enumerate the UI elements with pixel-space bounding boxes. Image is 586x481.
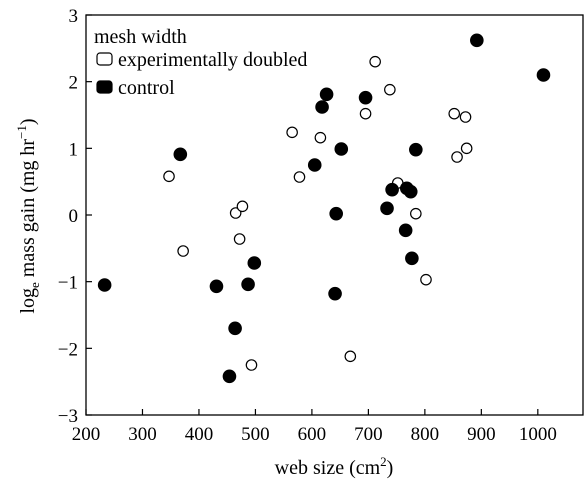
control-point-5 xyxy=(241,277,255,292)
control-point-9 xyxy=(319,87,334,102)
y-axis-label-end: ) xyxy=(17,118,39,125)
control-point-21 xyxy=(470,33,484,48)
y-tick-label: 3 xyxy=(69,6,79,27)
y-axis-label-sup: −1 xyxy=(14,125,29,139)
control-point-1 xyxy=(173,147,188,162)
y-tick-label: −2 xyxy=(58,339,78,360)
x-axis-label-main: web size (cm xyxy=(275,457,381,479)
experimentally-doubled-point-5 xyxy=(245,359,258,371)
experimentally-doubled-point-11 xyxy=(369,55,381,68)
experimentally-doubled-point-12 xyxy=(384,83,396,96)
y-tick-label: −3 xyxy=(58,406,78,427)
legend-label-control: control xyxy=(118,77,175,99)
experimentally-doubled-point-6 xyxy=(286,126,298,139)
x-tick-label: 600 xyxy=(298,424,327,445)
control-point-15 xyxy=(385,182,399,197)
axis-ticks: 200 300 400 500 600 700 800 900 1000 −3 −2 −1 0 1 2 3 xyxy=(58,6,557,445)
experimentally-doubled-point-9 xyxy=(344,350,357,363)
x-tick-label: 200 xyxy=(72,424,101,445)
x-axis-label-sup: 2 xyxy=(380,454,387,469)
y-axis-label-sub: e xyxy=(27,282,42,288)
y-axis-label: loge mass gain (mg hr−1) xyxy=(14,118,42,313)
control-point-8 xyxy=(315,100,329,114)
x-tick-label: 1000 xyxy=(519,424,557,445)
experimentally-doubled-point-15 xyxy=(420,273,432,286)
experimentally-doubled-point-4 xyxy=(236,200,249,213)
control-point-18 xyxy=(403,184,418,199)
x-tick-label: 700 xyxy=(354,424,383,445)
control-point-3 xyxy=(222,369,237,384)
control-point-13 xyxy=(358,90,373,105)
experimentally-doubled-point-17 xyxy=(451,151,463,163)
y-tick-label: −1 xyxy=(58,273,78,294)
legend: mesh width experimentally doubled contro… xyxy=(94,26,307,99)
control-point-14 xyxy=(380,201,394,216)
control-point-7 xyxy=(307,158,322,172)
x-tick-label: 400 xyxy=(185,424,214,445)
control-point-2 xyxy=(209,279,224,294)
experimentally-doubled-point-14 xyxy=(410,207,422,220)
legend-marker-experimentally-doubled xyxy=(96,52,113,66)
experimentally-doubled-point-7 xyxy=(293,171,306,183)
data-points xyxy=(97,33,551,384)
experimentally-doubled-point-10 xyxy=(359,107,372,120)
control-point-0 xyxy=(97,278,112,292)
experimentally-doubled-point-3 xyxy=(233,233,246,245)
control-point-4 xyxy=(228,321,242,336)
control-point-20 xyxy=(409,142,423,157)
control-point-16 xyxy=(398,223,413,238)
experimentally-doubled-point-1 xyxy=(177,245,189,257)
x-tick-label: 800 xyxy=(411,424,440,445)
experimentally-doubled-point-8 xyxy=(314,131,327,144)
x-axis-label-end: ) xyxy=(387,457,394,479)
x-axis-label: web size (cm2) xyxy=(275,454,394,479)
y-tick-label: 1 xyxy=(69,139,79,160)
y-tick-label: 0 xyxy=(69,206,79,227)
control-point-22 xyxy=(536,68,551,82)
legend-marker-control xyxy=(96,80,113,94)
experimentally-doubled-point-18 xyxy=(459,111,472,123)
y-tick-label: 2 xyxy=(69,73,79,94)
control-point-11 xyxy=(329,206,343,221)
control-point-12 xyxy=(334,142,349,156)
control-point-10 xyxy=(328,286,342,301)
legend-label-experimentally-doubled: experimentally doubled xyxy=(118,49,307,71)
experimentally-doubled-point-16 xyxy=(448,107,461,120)
legend-title: mesh width xyxy=(94,26,187,48)
y-axis-label-main: log xyxy=(17,288,39,314)
x-tick-label: 900 xyxy=(467,424,496,445)
experimentally-doubled-point-19 xyxy=(460,142,473,155)
experimentally-doubled-point-0 xyxy=(163,170,175,183)
experimentally-doubled-point-2 xyxy=(229,207,242,219)
x-tick-label: 300 xyxy=(128,424,157,445)
control-point-19 xyxy=(405,251,419,266)
control-point-6 xyxy=(247,256,262,270)
y-axis-label-mid: mass gain (mg hr xyxy=(17,139,39,283)
x-tick-label: 500 xyxy=(241,424,270,445)
